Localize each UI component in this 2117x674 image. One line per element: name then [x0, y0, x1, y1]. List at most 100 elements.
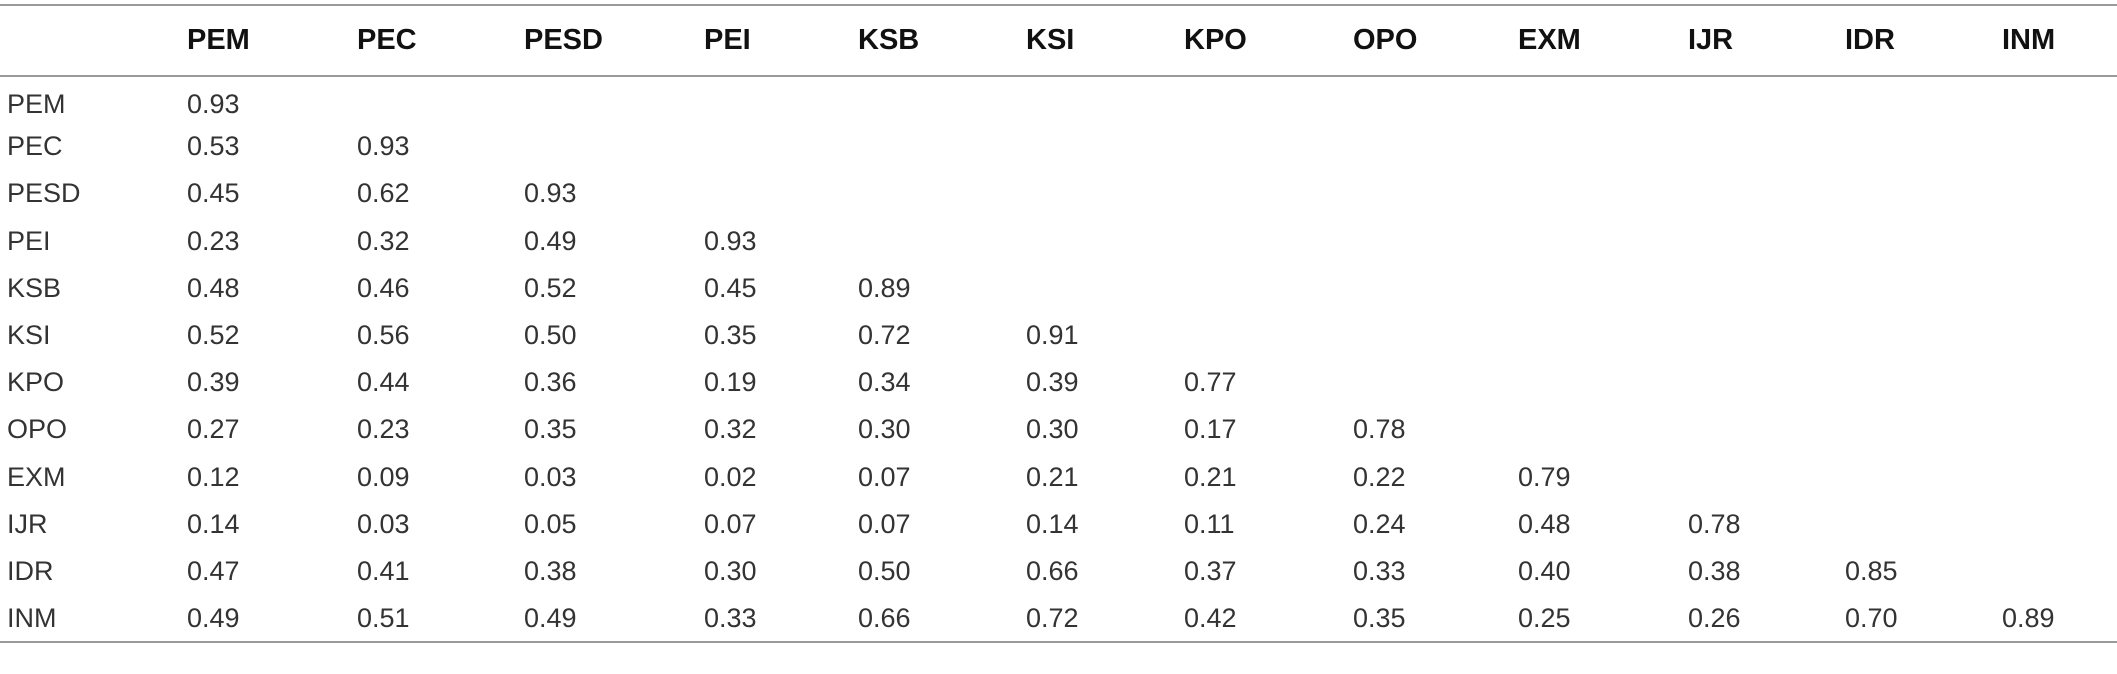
column-header-pec: PEC [357, 4, 524, 77]
table-cell [524, 76, 704, 123]
table-cell: 0.25 [1518, 595, 1688, 644]
table-cell: 0.45 [704, 272, 757, 303]
table-cell: 0.93 [187, 88, 240, 119]
row-label: INM [0, 595, 187, 644]
table-cell [2002, 406, 2117, 453]
table-cell: 0.93 [704, 225, 757, 256]
table-row: IDR 0.47 0.41 0.38 0.30 0.50 0.66 0.37 0.33 0.40 0… [0, 548, 2117, 595]
table-cell: 0.35 [704, 320, 757, 351]
row-label: KPO [7, 367, 65, 398]
table-cell: 0.35 [1353, 595, 1518, 644]
table-cell: 0.23 [187, 225, 240, 256]
table-row: PEC 0.53 0.93 [0, 123, 2117, 170]
table-cell: 0.78 [1688, 508, 1741, 539]
table-cell [1518, 359, 1688, 406]
table-cell [1518, 312, 1688, 359]
table-cell [1518, 218, 1688, 265]
column-header-exm: EXM [1518, 4, 1688, 77]
table-cell: 0.33 [1353, 555, 1406, 586]
table-cell: 0.26 [1688, 595, 1845, 644]
table-cell [1353, 170, 1518, 217]
table-row: EXM 0.12 0.09 0.03 0.02 0.07 0.21 0.21 0.22 0.79 [0, 454, 2117, 501]
table-cell: 0.46 [357, 272, 410, 303]
table-cell [1026, 265, 1184, 312]
table-cell [1688, 454, 1845, 501]
row-label: OPO [7, 414, 68, 445]
table-cell: 0.70 [1845, 595, 2002, 644]
table-cell: 0.19 [704, 367, 757, 398]
table-cell: 0.45 [187, 178, 240, 209]
table-cell [1518, 123, 1688, 170]
table-cell [357, 76, 524, 123]
table-cell: 0.35 [524, 414, 577, 445]
table-row: INM 0.49 0.51 0.49 0.33 0.66 0.72 0.42 0.35 0.25 0… [0, 595, 2117, 644]
table-cell [1688, 265, 1845, 312]
table-cell [2002, 312, 2117, 359]
table-cell: 0.66 [858, 595, 1026, 644]
column-header-kpo: KPO [1184, 4, 1353, 77]
table-cell: 0.52 [524, 272, 577, 303]
row-label: EXM [7, 461, 66, 492]
table-cell: 0.50 [524, 320, 577, 351]
table-row: IJR 0.14 0.03 0.05 0.07 0.07 0.14 0.11 0.24 0.48 0… [0, 501, 2117, 548]
table-cell [858, 218, 1026, 265]
table-cell [1353, 359, 1518, 406]
column-header-ksb: KSB [858, 4, 1026, 77]
table-cell: 0.36 [524, 367, 577, 398]
table-cell [858, 123, 1026, 170]
table-cell [1026, 218, 1184, 265]
table-cell [1518, 265, 1688, 312]
table-cell: 0.89 [2002, 595, 2117, 644]
table-cell: 0.12 [187, 461, 240, 492]
table-cell: 0.14 [187, 508, 240, 539]
column-header-idr: IDR [1845, 4, 2002, 77]
table-cell [1688, 123, 1845, 170]
table-cell [858, 170, 1026, 217]
row-label: PEM [7, 88, 66, 119]
table-cell [1688, 76, 1845, 123]
header-row: PEM PEC PESD PEI KSB KSI KPO OPO EXM IJR IDR INM [0, 4, 2117, 77]
table-cell [1518, 76, 1688, 123]
table-cell [1026, 170, 1184, 217]
table-cell: 0.93 [524, 178, 577, 209]
table-cell: 0.72 [1026, 595, 1184, 644]
table-cell: 0.77 [1184, 367, 1237, 398]
table-cell [1184, 170, 1353, 217]
table-cell: 0.07 [858, 508, 911, 539]
table-cell: 0.40 [1518, 555, 1571, 586]
table-cell [1845, 170, 2002, 217]
row-label: PESD [7, 178, 81, 209]
table-cell [1353, 218, 1518, 265]
table-row: KSB 0.48 0.46 0.52 0.45 0.89 [0, 265, 2117, 312]
table-cell: 0.07 [704, 508, 757, 539]
table-cell [1353, 265, 1518, 312]
table-cell [1184, 265, 1353, 312]
table-cell [1688, 406, 1845, 453]
table-cell [1845, 454, 2002, 501]
table-cell: 0.49 [187, 595, 357, 644]
table-cell [1518, 406, 1688, 453]
table-cell: 0.72 [858, 320, 911, 351]
table-cell [1184, 312, 1353, 359]
table-cell: 0.11 [1184, 508, 1235, 539]
table-cell [1353, 76, 1518, 123]
table-cell: 0.78 [1353, 414, 1406, 445]
table-cell: 0.49 [524, 225, 577, 256]
table-cell [1688, 218, 1845, 265]
table-cell [2002, 359, 2117, 406]
table-cell: 0.21 [1026, 461, 1079, 492]
table-cell [1845, 406, 2002, 453]
table-cell: 0.53 [187, 131, 240, 162]
row-label: PEI [7, 225, 51, 256]
table-cell: 0.30 [704, 555, 757, 586]
table-cell [704, 123, 858, 170]
table-cell: 0.09 [357, 461, 410, 492]
row-label: KSB [7, 272, 62, 303]
table-cell: 0.48 [1518, 508, 1571, 539]
table-cell [1845, 76, 2002, 123]
table-cell [704, 76, 858, 123]
table-cell: 0.30 [1026, 414, 1079, 445]
table-cell: 0.79 [1518, 461, 1571, 492]
table-cell: 0.32 [357, 225, 410, 256]
